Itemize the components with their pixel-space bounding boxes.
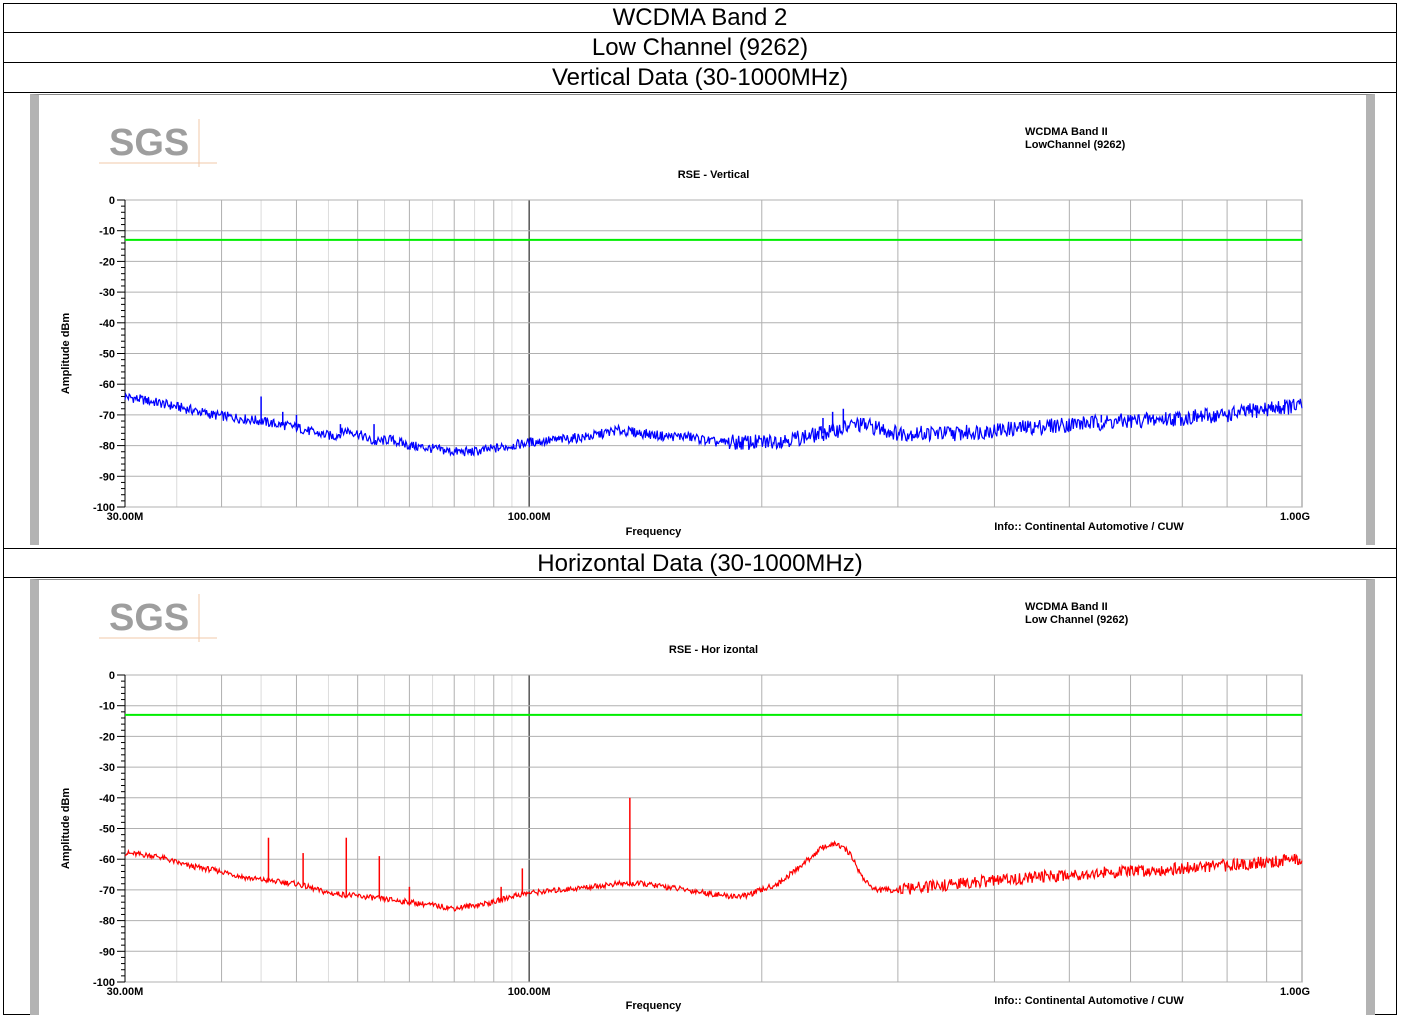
x-tick-label: 1.00G xyxy=(1280,986,1310,998)
y-tick-label: -100 xyxy=(93,977,115,989)
y-axis-label: Amplitude dBm xyxy=(60,313,72,394)
footer-info: Info:: Continental Automotive / CUW xyxy=(994,521,1184,533)
page-title: WCDMA Band 2 xyxy=(3,3,1397,33)
sgs-logo: SGS xyxy=(109,122,189,164)
x-tick-label: 100.00M xyxy=(508,511,551,523)
horizontal-chart-panel: SGS WCDMA Band II Low Channel (9262) RSE - … xyxy=(30,579,1375,1015)
series-trace xyxy=(124,840,1303,912)
y-tick-label: -70 xyxy=(99,885,115,897)
y-tick-label: -30 xyxy=(99,762,115,774)
y-tick-label: 0 xyxy=(109,670,115,682)
vertical-chart-panel: SGS WCDMA Band II LowChannel (9262) RSE - V… xyxy=(30,94,1375,545)
y-tick-label: -10 xyxy=(99,226,115,238)
series-trace xyxy=(124,392,1303,457)
y-tick-label: -40 xyxy=(99,793,115,805)
info-line-1: WCDMA Band II xyxy=(1025,126,1108,138)
x-axis-label: Frequency xyxy=(626,526,683,538)
x-tick-label: 100.00M xyxy=(508,986,551,998)
info-line-1: WCDMA Band II xyxy=(1025,601,1108,613)
info-line-2: Low Channel (9262) xyxy=(1025,614,1129,626)
y-tick-label: -90 xyxy=(99,471,115,483)
y-tick-label: -10 xyxy=(99,701,115,713)
plot-title: RSE - Hor izontal xyxy=(669,644,758,656)
y-tick-label: -30 xyxy=(99,287,115,299)
y-axis-label: Amplitude dBm xyxy=(60,788,72,869)
footer-info: Info:: Continental Automotive / CUW xyxy=(994,995,1184,1007)
y-tick-label: -50 xyxy=(99,349,115,361)
y-tick-label: -80 xyxy=(99,916,115,928)
horizontal-section-title: Horizontal Data (30-1000MHz) xyxy=(3,548,1397,578)
y-tick-label: -100 xyxy=(93,502,115,514)
plot-title: RSE - Vertical xyxy=(678,169,750,181)
x-tick-label: 1.00G xyxy=(1280,511,1310,523)
y-tick-label: -90 xyxy=(99,946,115,958)
y-tick-label: -50 xyxy=(99,824,115,836)
y-tick-label: -80 xyxy=(99,441,115,453)
y-tick-label: -70 xyxy=(99,410,115,422)
y-tick-label: -60 xyxy=(99,379,115,391)
y-tick-label: 0 xyxy=(109,195,115,207)
y-tick-label: -60 xyxy=(99,854,115,866)
info-line-2: LowChannel (9262) xyxy=(1025,139,1126,151)
x-axis-label: Frequency xyxy=(626,1000,683,1012)
sgs-logo: SGS xyxy=(109,597,189,639)
x-tick-label: 30.00M xyxy=(107,986,144,998)
channel-title: Low Channel (9262) xyxy=(3,33,1397,63)
x-tick-label: 30.00M xyxy=(107,511,144,523)
vertical-section-title: Vertical Data (30-1000MHz) xyxy=(3,63,1397,93)
y-tick-label: -20 xyxy=(99,256,115,268)
y-tick-label: -40 xyxy=(99,318,115,330)
y-tick-label: -20 xyxy=(99,731,115,743)
